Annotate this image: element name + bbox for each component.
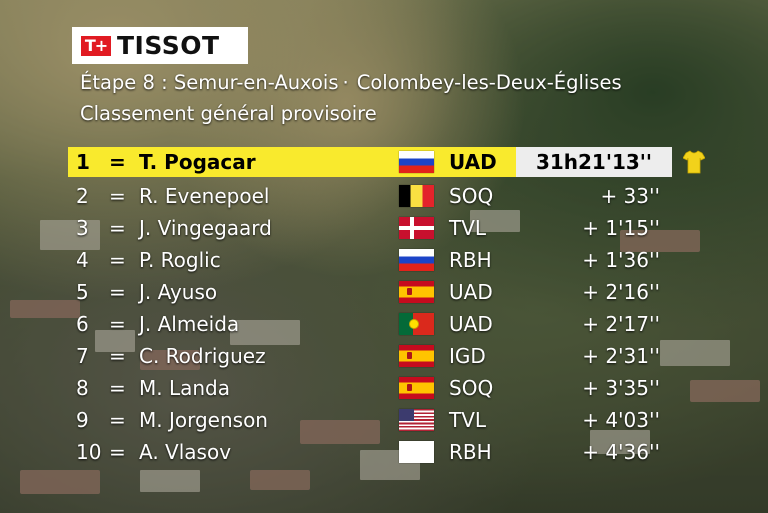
stage-title: Étape 8 : Semur-en-Auxois · Colombey-les-D… bbox=[80, 71, 740, 94]
time-gap: + 1'15'' bbox=[582, 216, 660, 240]
team-code: SOQ bbox=[449, 376, 494, 400]
stage-destination: Colombey-les-Deux-Églises bbox=[356, 71, 622, 94]
position-change: = bbox=[109, 248, 126, 272]
time-gap: + 4'36'' bbox=[582, 440, 660, 464]
position: 6 bbox=[76, 312, 89, 336]
team-code: UAD bbox=[449, 280, 493, 304]
portugal-flag bbox=[399, 313, 434, 335]
position-change: = bbox=[109, 344, 126, 368]
position-change: = bbox=[109, 280, 126, 304]
position-change: = bbox=[109, 376, 126, 400]
position: 5 bbox=[76, 280, 89, 304]
standings-row: 3 = J. Vingegaard TVL + 1'15'' bbox=[68, 213, 708, 243]
time-gap: + 1'36'' bbox=[582, 248, 660, 272]
position-change: = bbox=[109, 312, 126, 336]
spain-flag bbox=[399, 345, 434, 367]
rider-name: T. Pogacar bbox=[139, 150, 256, 174]
position-change: = bbox=[109, 408, 126, 432]
tissot-logo: T+ TISSOT bbox=[72, 27, 248, 64]
position: 10 bbox=[76, 440, 102, 464]
tissot-wordmark: TISSOT bbox=[117, 31, 220, 60]
team-code: UAD bbox=[449, 150, 497, 174]
team-code: SOQ bbox=[449, 184, 494, 208]
rider-name: C. Rodriguez bbox=[139, 344, 266, 368]
standings-row: 7 = C. Rodriguez IGD + 2'31'' bbox=[68, 341, 708, 371]
stage-start: Étape 8 : Semur-en-Auxois bbox=[80, 71, 339, 94]
standings-row: 9 = M. Jorgenson TVL + 4'03'' bbox=[68, 405, 708, 435]
belgium-flag bbox=[399, 185, 434, 207]
usa-flag bbox=[399, 409, 434, 431]
position-change: = bbox=[109, 150, 126, 174]
position-change: = bbox=[109, 184, 126, 208]
position: 9 bbox=[76, 408, 89, 432]
position: 8 bbox=[76, 376, 89, 400]
standings-row-leader: 1 = T. Pogacar UAD bbox=[68, 147, 516, 177]
position-change: = bbox=[109, 440, 126, 464]
classification-subtitle: Classement général provisoire bbox=[80, 102, 377, 125]
rider-name: R. Evenepoel bbox=[139, 184, 270, 208]
stage-separator: · bbox=[342, 71, 349, 94]
time-gap: + 2'17'' bbox=[582, 312, 660, 336]
rider-name: J. Almeida bbox=[139, 312, 240, 336]
slovenia-flag bbox=[399, 151, 434, 173]
blank-flag bbox=[399, 441, 434, 463]
time-gap: + 2'16'' bbox=[582, 280, 660, 304]
time-gap: + 33'' bbox=[600, 184, 660, 208]
rider-name: M. Landa bbox=[139, 376, 230, 400]
denmark-flag bbox=[399, 217, 434, 239]
team-code: TVL bbox=[449, 216, 487, 240]
position-change: = bbox=[109, 216, 126, 240]
team-code: RBH bbox=[449, 248, 492, 272]
position: 1 bbox=[76, 150, 90, 174]
standings-row: 4 = P. Roglic RBH + 1'36'' bbox=[68, 245, 708, 275]
rider-name: P. Roglic bbox=[139, 248, 221, 272]
standings-row: 6 = J. Almeida UAD + 2'17'' bbox=[68, 309, 708, 339]
team-code: IGD bbox=[449, 344, 486, 368]
tissot-cross-icon: T+ bbox=[81, 35, 111, 56]
time-gap: + 2'31'' bbox=[582, 344, 660, 368]
rider-name: J. Vingegaard bbox=[139, 216, 272, 240]
time-gap: + 4'03'' bbox=[582, 408, 660, 432]
position: 3 bbox=[76, 216, 89, 240]
leader-time: 31h21'13'' bbox=[516, 147, 672, 177]
slovenia-flag bbox=[399, 249, 434, 271]
standings-row: 8 = M. Landa SOQ + 3'35'' bbox=[68, 373, 708, 403]
yellow-jersey-icon bbox=[683, 150, 705, 174]
rider-name: J. Ayuso bbox=[139, 280, 218, 304]
position: 2 bbox=[76, 184, 89, 208]
position: 7 bbox=[76, 344, 89, 368]
spain-flag bbox=[399, 377, 434, 399]
time-gap: + 3'35'' bbox=[582, 376, 660, 400]
standings-row: 5 = J. Ayuso UAD + 2'16'' bbox=[68, 277, 708, 307]
rider-name: M. Jorgenson bbox=[139, 408, 268, 432]
spain-flag bbox=[399, 281, 434, 303]
team-code: TVL bbox=[449, 408, 487, 432]
rider-name: A. Vlasov bbox=[139, 440, 232, 464]
position: 4 bbox=[76, 248, 89, 272]
standings-row: 10 = A. Vlasov RBH + 4'36'' bbox=[68, 437, 708, 467]
standings-row: 2 = R. Evenepoel SOQ + 33'' bbox=[68, 181, 708, 211]
team-code: RBH bbox=[449, 440, 492, 464]
team-code: UAD bbox=[449, 312, 493, 336]
